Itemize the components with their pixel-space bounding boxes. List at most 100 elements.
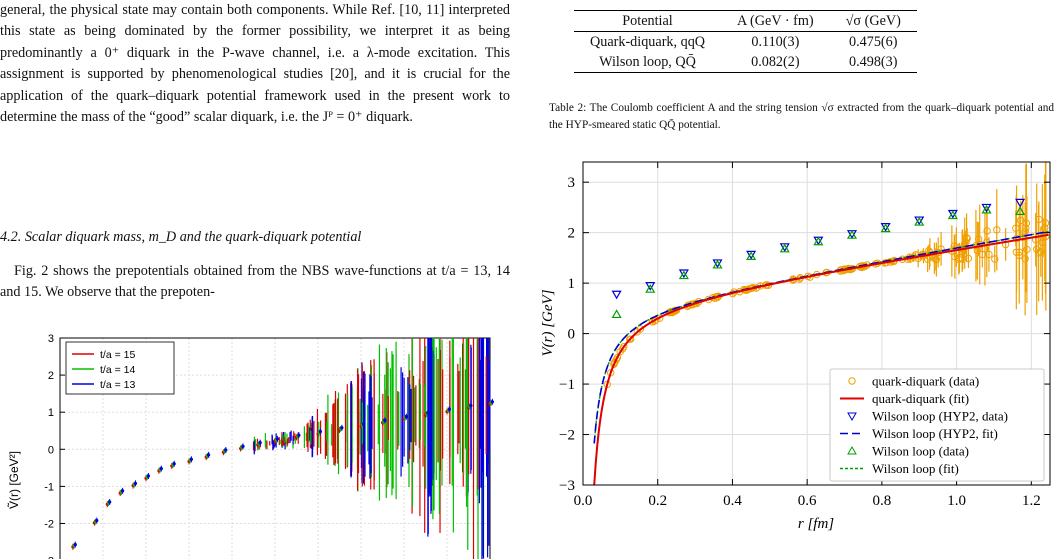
y-tick-label: -1 <box>44 481 54 493</box>
data-point <box>95 518 99 523</box>
results-table: Potential A (GeV · fm) √σ (GeV) Quark-di… <box>574 10 917 73</box>
legend-swatch <box>848 377 856 385</box>
x-tick-label: 0.4 <box>723 493 742 509</box>
table-cell: 0.498(3) <box>849 54 898 70</box>
data-point <box>108 500 112 504</box>
paragraph-diquark-interpretation: general, the physical state may contain … <box>0 2 510 126</box>
data-point <box>712 259 723 269</box>
x-tick-label: 1.0 <box>947 493 966 509</box>
legend-label: Wilson loop (HYP2, fit) <box>872 426 998 441</box>
section-heading: 4.2. Scalar diquark mass, m_D and the qu… <box>0 229 362 245</box>
table-row: Wilson loop, QQ̄ 0.082(2) 0.498(3) <box>574 52 917 73</box>
table-header: √σ (GeV) <box>845 13 901 29</box>
data-point <box>172 462 176 466</box>
data-point <box>914 216 925 226</box>
data-point <box>426 411 430 415</box>
data-point <box>983 227 991 235</box>
data-point <box>645 283 656 293</box>
y-tick-label: -2 <box>44 518 54 530</box>
data-point <box>1017 216 1025 225</box>
legend-box <box>829 368 1045 482</box>
data-point <box>645 282 656 291</box>
data-point <box>964 254 973 263</box>
data-point <box>981 203 992 213</box>
data-point <box>611 309 622 319</box>
data-point <box>1023 245 1031 254</box>
data-point <box>469 403 473 408</box>
legend-swatch <box>847 412 857 422</box>
data-point <box>1039 233 1047 242</box>
data-point <box>1015 198 1026 208</box>
legend-label: Wilson loop (HYP2, data) <box>872 409 1008 424</box>
data-point <box>779 243 790 253</box>
x-tick-label: 1.2 <box>1022 493 1041 509</box>
data-point <box>340 426 344 430</box>
data-point <box>981 204 992 214</box>
legend-label: t/a = 14 <box>100 364 135 376</box>
data-point <box>1015 248 1023 256</box>
data-point <box>1035 215 1043 224</box>
data-point <box>746 251 757 260</box>
y-tick-label: -3 <box>44 556 54 559</box>
right-x-axis-label: r [fm] <box>798 516 834 532</box>
data-point <box>133 481 138 486</box>
x-tick-label: 0.8 <box>873 493 892 509</box>
potential-figure: 0.0 0.2 0.4 0.6 0.8 1.0 1.2 −3 −2 −1 0 1 2 3 quark-di… <box>540 161 1051 532</box>
data-point <box>678 270 689 280</box>
data-point <box>404 415 408 419</box>
data-point <box>813 236 824 246</box>
data-point <box>947 210 958 220</box>
y-tick-label: 2 <box>48 370 54 382</box>
legend-box <box>65 341 175 395</box>
data-point <box>207 453 211 457</box>
y-tick-label: −3 <box>559 478 575 494</box>
y-tick-label: 1 <box>568 276 576 292</box>
data-point <box>159 466 163 471</box>
x-tick-label: 0.6 <box>798 493 817 509</box>
data-point <box>383 418 387 422</box>
y-tick-label: −1 <box>559 377 575 393</box>
data-point <box>951 252 959 261</box>
y-tick-label: 0 <box>48 444 54 456</box>
table-cell: Wilson loop, QQ̄ <box>599 54 696 70</box>
y-tick-label: 2 <box>568 226 576 242</box>
data-point <box>318 429 322 434</box>
data-point <box>1041 219 1050 227</box>
data-point <box>121 489 125 493</box>
data-point <box>1041 224 1049 232</box>
data-point <box>616 348 624 356</box>
data-point <box>678 269 689 279</box>
x-tick-label: 0.0 <box>574 493 593 509</box>
paragraph-prepotentials: Fig. 2 shows the prepotentials obtained … <box>0 263 510 301</box>
data-point <box>1015 206 1026 216</box>
data-point <box>611 358 619 366</box>
y-tick-label: 1 <box>48 407 54 419</box>
data-point <box>241 444 245 448</box>
series-line <box>593 230 1049 444</box>
y-tick-label: 3 <box>48 333 54 345</box>
data-point <box>224 448 228 452</box>
data-point <box>620 343 628 351</box>
legend-label: quark-diquark (data) <box>872 374 979 389</box>
data-point <box>985 250 993 259</box>
data-point <box>993 226 1001 234</box>
legend-label: t/a = 15 <box>100 349 135 361</box>
table-header: Potential <box>622 13 673 29</box>
legend-label: quark-diquark (fit) <box>872 391 969 406</box>
table-caption: Table 2: The Coulomb coefficient A and t… <box>549 102 1054 131</box>
data-point <box>611 290 622 300</box>
data-point <box>146 474 150 478</box>
series-line <box>593 233 1049 486</box>
data-point <box>490 400 494 404</box>
y-tick-label: 0 <box>568 327 576 343</box>
data-point <box>447 407 451 411</box>
data-point <box>932 255 940 264</box>
data-point <box>627 335 635 343</box>
data-point <box>1021 255 1029 263</box>
data-point <box>636 325 645 333</box>
data-point <box>991 255 999 263</box>
data-point <box>1022 224 1030 233</box>
table-header: A (GeV · fm) <box>737 13 814 29</box>
right-y-axis-label: V(r) [GeV] <box>540 289 556 356</box>
legend-swatch <box>847 445 857 455</box>
